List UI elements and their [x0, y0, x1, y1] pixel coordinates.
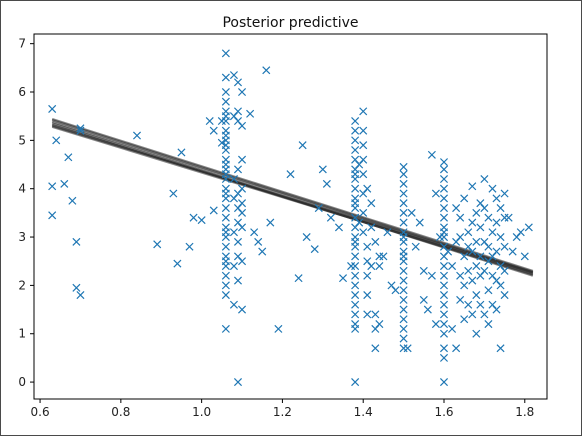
y-tick-label: 3 — [18, 230, 26, 244]
x-tick-label: 1.6 — [434, 405, 453, 419]
y-axis: 0 1 2 3 4 5 6 7 — [18, 37, 34, 389]
chart-title: Posterior predictive — [222, 15, 358, 31]
x-tick-label: 0.8 — [111, 405, 130, 419]
y-tick-label: 5 — [18, 133, 26, 147]
y-tick-label: 2 — [18, 278, 26, 292]
x-tick-label: 0.6 — [31, 405, 50, 419]
y-tick-label: 0 — [18, 375, 26, 389]
x-tick-label: 1.0 — [192, 405, 211, 419]
x-axis: 0.6 0.8 1.0 1.2 1.4 1.6 1.8 — [31, 399, 535, 419]
x-tick-label: 1.2 — [273, 405, 292, 419]
y-tick-label: 1 — [18, 327, 26, 341]
y-tick-label: 6 — [18, 85, 26, 99]
x-tick-label: 1.8 — [515, 405, 534, 419]
y-tick-label: 4 — [18, 182, 26, 196]
plot-area — [34, 34, 547, 399]
y-tick-label: 7 — [18, 37, 26, 51]
x-tick-label: 1.4 — [354, 405, 373, 419]
